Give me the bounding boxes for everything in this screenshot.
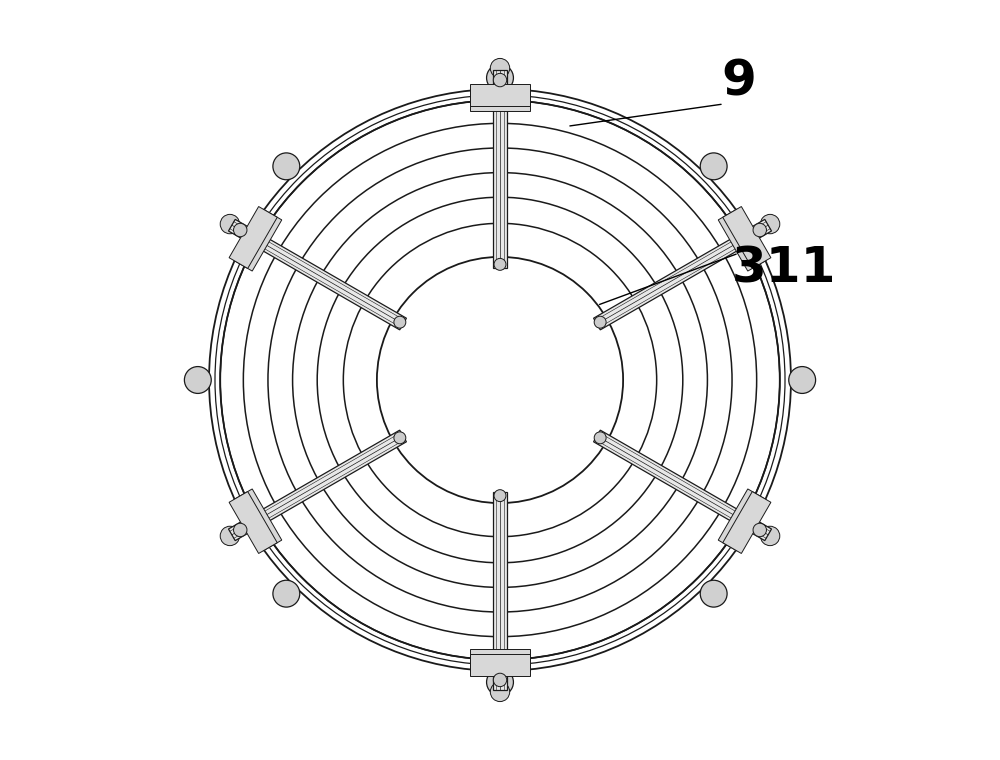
Circle shape	[493, 74, 507, 87]
Polygon shape	[470, 84, 530, 106]
Circle shape	[753, 223, 766, 237]
Circle shape	[487, 669, 513, 695]
Circle shape	[789, 366, 816, 394]
Circle shape	[493, 673, 507, 686]
Circle shape	[490, 59, 510, 78]
Text: 311: 311	[731, 244, 836, 292]
Circle shape	[220, 526, 240, 546]
Polygon shape	[470, 90, 530, 111]
Polygon shape	[470, 654, 530, 676]
Circle shape	[594, 316, 606, 328]
Circle shape	[494, 258, 506, 271]
Polygon shape	[234, 489, 282, 551]
Circle shape	[487, 65, 513, 91]
Circle shape	[700, 153, 727, 180]
Polygon shape	[229, 207, 277, 268]
Polygon shape	[493, 71, 507, 268]
Polygon shape	[718, 209, 766, 271]
Circle shape	[394, 432, 406, 444]
Circle shape	[273, 580, 300, 607]
Circle shape	[700, 580, 727, 607]
Polygon shape	[234, 209, 282, 271]
Polygon shape	[228, 220, 406, 330]
Circle shape	[760, 214, 780, 234]
Polygon shape	[594, 430, 772, 540]
Polygon shape	[594, 220, 772, 330]
Polygon shape	[493, 492, 507, 689]
Circle shape	[220, 214, 240, 234]
Polygon shape	[723, 207, 771, 268]
Polygon shape	[228, 430, 406, 540]
Circle shape	[394, 316, 406, 328]
Circle shape	[753, 523, 766, 537]
Circle shape	[594, 432, 606, 444]
Polygon shape	[470, 649, 530, 670]
Polygon shape	[718, 489, 766, 551]
Circle shape	[273, 153, 300, 180]
Circle shape	[490, 682, 510, 701]
Circle shape	[184, 366, 211, 394]
Polygon shape	[229, 492, 277, 553]
Polygon shape	[723, 492, 771, 553]
Circle shape	[494, 489, 506, 502]
Circle shape	[234, 223, 247, 237]
Text: 9: 9	[721, 58, 756, 106]
Circle shape	[234, 523, 247, 537]
Circle shape	[760, 526, 780, 546]
